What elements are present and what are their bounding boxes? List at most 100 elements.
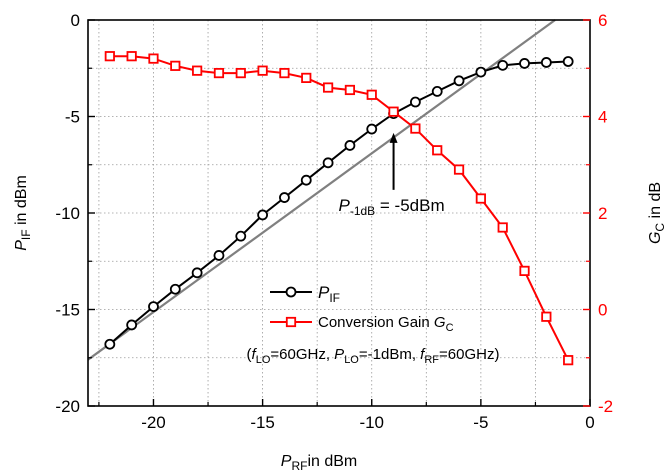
conditions-text: (fLO=60GHz, PLO=-1dBm, fRF=60GHz) bbox=[247, 346, 500, 366]
data-point bbox=[279, 67, 290, 79]
data-point bbox=[126, 319, 138, 331]
legend-marker-gain bbox=[285, 316, 297, 328]
legend-gain-sub: C bbox=[446, 322, 454, 334]
legend-symbol-gain bbox=[270, 316, 312, 328]
x-axis-title-rest: in dBm bbox=[307, 453, 357, 470]
cond-open: ( bbox=[247, 346, 252, 363]
y-left-title-main: P bbox=[13, 240, 30, 251]
p1db-label: P-1dB = -5dBm bbox=[338, 196, 444, 218]
y-right-tick-label: 6 bbox=[598, 11, 607, 30]
y-left-axis-title: PIF in dBm bbox=[13, 175, 33, 251]
x-axis-title: PRFin dBm bbox=[281, 453, 357, 473]
x-tick-label: 0 bbox=[585, 413, 594, 432]
legend-symbol-pif bbox=[270, 286, 312, 298]
p1db-annotation: P-1dB = -5dBm bbox=[338, 132, 445, 218]
cond-plo-sub: LO bbox=[344, 354, 359, 366]
data-point bbox=[257, 209, 269, 221]
data-point bbox=[235, 230, 247, 242]
series-layer bbox=[104, 51, 574, 366]
data-point bbox=[541, 311, 552, 322]
cond-frf-sub: RF bbox=[424, 354, 439, 366]
y-left-tick-label: -5 bbox=[65, 108, 80, 127]
series-line bbox=[109, 60, 569, 345]
cond-flo-rest: =60GHz, bbox=[270, 346, 334, 363]
data-point bbox=[170, 60, 181, 71]
x-tick-label: -20 bbox=[141, 413, 166, 432]
data-point bbox=[191, 267, 203, 279]
p1db-label-main: P bbox=[338, 196, 350, 215]
p1db-arrowhead bbox=[389, 132, 398, 143]
data-point bbox=[148, 53, 159, 64]
cond-flo-sub: LO bbox=[256, 354, 271, 366]
legend-gain-italic: G bbox=[434, 314, 446, 331]
y-left-tick-label: -20 bbox=[55, 397, 80, 416]
data-point bbox=[126, 51, 137, 62]
legend-pif-sub: IF bbox=[329, 291, 340, 305]
data-point bbox=[169, 283, 181, 295]
cond-frf-main: f bbox=[420, 346, 426, 363]
data-point bbox=[453, 164, 465, 175]
data-point bbox=[322, 82, 334, 93]
series-line bbox=[109, 55, 570, 361]
p1db-label-rest: = -5dBm bbox=[375, 196, 444, 215]
data-point bbox=[148, 301, 159, 313]
data-point bbox=[453, 75, 465, 87]
p1db-label-sub: -1dB bbox=[350, 204, 375, 218]
data-point bbox=[104, 51, 115, 62]
y-left-tick-label: 0 bbox=[71, 11, 80, 30]
cond-plo-main: P bbox=[334, 346, 344, 363]
data-point bbox=[301, 72, 312, 83]
cond-flo-main: f bbox=[252, 346, 258, 363]
legend-marker-pif bbox=[285, 286, 297, 298]
data-point bbox=[497, 222, 508, 233]
data-point bbox=[235, 67, 246, 79]
data-point bbox=[213, 250, 225, 261]
cond-frf-rest: =60GHz) bbox=[439, 346, 499, 363]
data-point bbox=[519, 58, 530, 69]
legend: PIF Conversion Gain GC bbox=[270, 283, 454, 334]
legend-label-gain: Conversion Gain GC bbox=[318, 314, 454, 334]
data-point bbox=[410, 123, 421, 134]
x-axis-title-main: P bbox=[281, 453, 292, 470]
x-axis-title-sub: RF bbox=[291, 459, 307, 473]
y-right-tick-label: 0 bbox=[598, 301, 607, 320]
data-point bbox=[497, 59, 509, 71]
ticks bbox=[88, 19, 591, 407]
legend-pif-main: P bbox=[318, 283, 330, 302]
data-point bbox=[257, 65, 268, 76]
y-right-tick-label: -2 bbox=[598, 397, 613, 416]
y-right-title-sub: C bbox=[653, 223, 667, 232]
data-point bbox=[104, 338, 116, 350]
legend-label-pif: PIF bbox=[318, 283, 340, 305]
data-point bbox=[366, 89, 377, 100]
data-point bbox=[388, 106, 399, 117]
x-tick-label: -10 bbox=[359, 413, 384, 432]
series-conversion-gain bbox=[104, 51, 574, 366]
cond-plo-rest: =-1dBm, bbox=[359, 346, 420, 363]
data-point bbox=[562, 56, 574, 67]
y-right-axis-title: GC in dB bbox=[647, 182, 667, 244]
data-point bbox=[432, 145, 443, 156]
series-pif bbox=[104, 56, 574, 350]
y-left-tick-label: -10 bbox=[55, 204, 80, 223]
data-point bbox=[366, 123, 378, 135]
data-point bbox=[279, 192, 290, 203]
y-right-title-rest: in dB bbox=[647, 182, 664, 223]
y-right-tick-label: 2 bbox=[598, 204, 607, 223]
y-left-title-rest: in dBm bbox=[13, 175, 30, 229]
data-point bbox=[519, 265, 530, 277]
data-point bbox=[409, 96, 421, 108]
data-point bbox=[475, 66, 487, 78]
data-point bbox=[213, 67, 225, 79]
reference-line bbox=[87, 19, 556, 361]
legend-gain-main: Conversion Gain bbox=[318, 314, 434, 331]
data-point bbox=[431, 86, 443, 97]
x-tick-label: -5 bbox=[473, 413, 488, 432]
data-point bbox=[322, 157, 334, 169]
y-right-tick-label: 4 bbox=[598, 108, 607, 127]
y-right-title-main: G bbox=[647, 232, 664, 244]
y-left-title-sub: IF bbox=[19, 229, 33, 240]
data-point bbox=[300, 174, 312, 186]
data-point bbox=[475, 193, 486, 204]
